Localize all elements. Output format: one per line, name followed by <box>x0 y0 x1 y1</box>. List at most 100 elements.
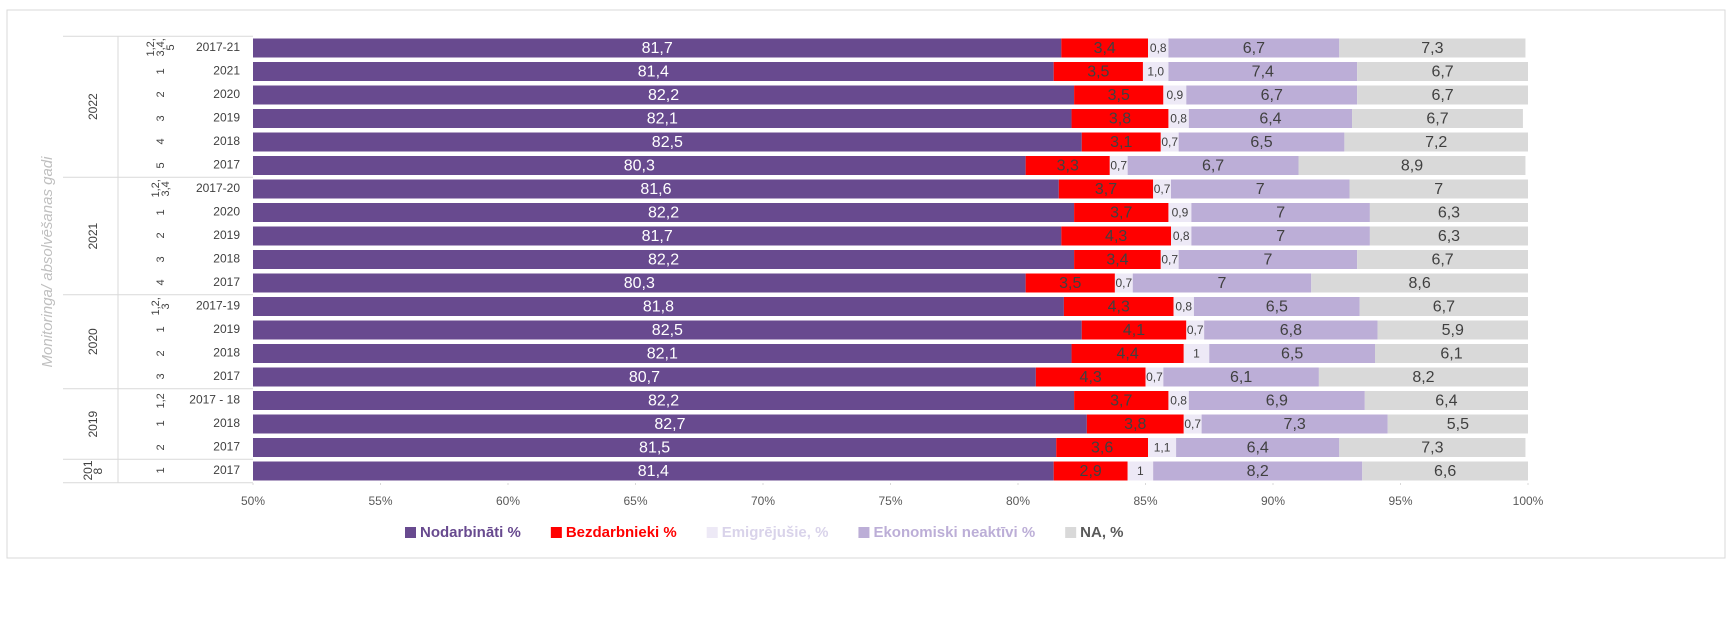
data-label: 3,5 <box>1108 87 1130 104</box>
bar-segment <box>1132 273 1312 293</box>
data-label: 0,7 <box>1110 159 1127 173</box>
bar-segment <box>1061 38 1149 58</box>
x-tick-label: 60% <box>496 494 520 508</box>
data-label: 0,7 <box>1161 253 1178 267</box>
bar-segment <box>1188 391 1365 410</box>
wave-label: 2 <box>155 232 167 240</box>
bar-segment <box>1191 203 1370 222</box>
data-label: 7,3 <box>1284 416 1306 433</box>
bar-segment <box>1186 85 1358 105</box>
bar-segment <box>1109 156 1128 175</box>
bar-segment <box>253 156 1026 175</box>
x-tick-label: 100% <box>1513 494 1544 508</box>
bar-segment <box>1035 367 1146 387</box>
data-label: 81,7 <box>642 228 673 245</box>
data-label: 80,7 <box>629 369 660 386</box>
wave-label: 1 <box>155 326 167 334</box>
bar-segment <box>1168 391 1189 410</box>
bar-segment <box>1025 273 1115 293</box>
x-tick-label: 65% <box>623 494 647 508</box>
bar-segment <box>1339 38 1526 58</box>
y-tick-label: 2017 - 18 <box>189 393 240 407</box>
data-label: 6,5 <box>1250 134 1272 151</box>
data-label: 81,5 <box>639 440 670 457</box>
bar-segment <box>1074 203 1169 222</box>
y-tick-label: 2019 <box>213 228 240 242</box>
bar-segment <box>1349 179 1528 199</box>
y-tick-label: 2020 <box>213 87 240 101</box>
data-label: 82,2 <box>648 252 679 269</box>
y-tick-label: 2018 <box>213 416 240 430</box>
wave-label: 4 <box>155 279 167 287</box>
bar-segment <box>253 109 1072 128</box>
bar-segment <box>1377 320 1528 340</box>
bar-segment <box>1160 132 1179 152</box>
wave-label: 5 <box>155 162 167 169</box>
data-label: 0,7 <box>1154 182 1171 196</box>
data-label: 6,8 <box>1280 322 1302 339</box>
data-label: 3,1 <box>1110 134 1132 151</box>
bar-segment <box>1074 391 1169 410</box>
data-label: 7,4 <box>1252 64 1274 81</box>
data-label: 6,7 <box>1426 111 1448 128</box>
bars <box>253 38 1528 481</box>
data-label: 3,7 <box>1110 393 1132 410</box>
data-label: 1,1 <box>1154 441 1171 455</box>
bar-segment <box>253 391 1075 410</box>
bar-segment <box>1178 250 1358 269</box>
legend-swatch <box>858 527 870 538</box>
bar-segment <box>1168 109 1189 128</box>
data-label: 0,7 <box>1184 417 1201 431</box>
bar-segment <box>1163 85 1187 105</box>
data-label: 0,8 <box>1170 394 1187 408</box>
bar-segment <box>253 250 1075 269</box>
bar-segment <box>1086 414 1184 434</box>
x-tick-label: 50% <box>241 494 265 508</box>
bar-segment <box>253 273 1026 293</box>
wave-label: 1,2,3 <box>150 297 172 316</box>
bar-segment <box>253 320 1082 340</box>
bar-segment <box>1176 438 1340 457</box>
legend-label: NA, % <box>1080 524 1123 541</box>
bar-segment <box>253 461 1054 481</box>
data-label: 81,8 <box>643 299 674 316</box>
wave-label: 1,2,3,4 <box>150 179 172 199</box>
bar-segment <box>1074 85 1164 105</box>
bar-segment <box>253 344 1072 363</box>
data-label: 0,8 <box>1150 41 1167 55</box>
data-label: 7,3 <box>1421 440 1443 457</box>
wave-label: 2 <box>155 350 167 357</box>
bar-segment <box>1061 226 1171 246</box>
data-label: 82,1 <box>647 346 678 363</box>
data-label: 3,5 <box>1087 64 1109 81</box>
y-tick-label: 2017-19 <box>196 299 240 313</box>
bar-segment <box>253 179 1059 199</box>
bar-segment <box>1168 62 1358 81</box>
y-tick-label: 2017-21 <box>196 40 240 54</box>
data-label: 8,2 <box>1247 463 1269 480</box>
bar-segment <box>253 38 1062 58</box>
bar-segment <box>1357 250 1528 269</box>
bar-segment <box>1183 344 1210 363</box>
bar-segment <box>1201 414 1388 434</box>
bar-segment <box>1178 132 1345 152</box>
bar-segment <box>253 226 1062 246</box>
data-label: 6,7 <box>1261 87 1283 104</box>
bar-segment <box>1188 109 1353 128</box>
data-label: 2,9 <box>1080 463 1102 480</box>
data-label: 6,7 <box>1202 158 1224 175</box>
data-label: 0,8 <box>1173 229 1190 243</box>
y-tick-label: 2018 <box>213 134 240 148</box>
bar-segment <box>1142 62 1169 81</box>
x-tick-label: 95% <box>1388 494 1412 508</box>
data-label: 0,8 <box>1175 300 1192 314</box>
bar-segment <box>1359 297 1528 316</box>
legend-swatch <box>706 527 718 538</box>
data-label: 0,7 <box>1146 370 1163 384</box>
bar-segment <box>1081 320 1187 340</box>
y-tick-label: 2018 <box>213 346 240 360</box>
group-label: 2018 <box>81 460 105 482</box>
group-label: 2020 <box>86 328 100 356</box>
axis-title: Monitoringa/ absolvēšanas gadi <box>39 156 56 368</box>
